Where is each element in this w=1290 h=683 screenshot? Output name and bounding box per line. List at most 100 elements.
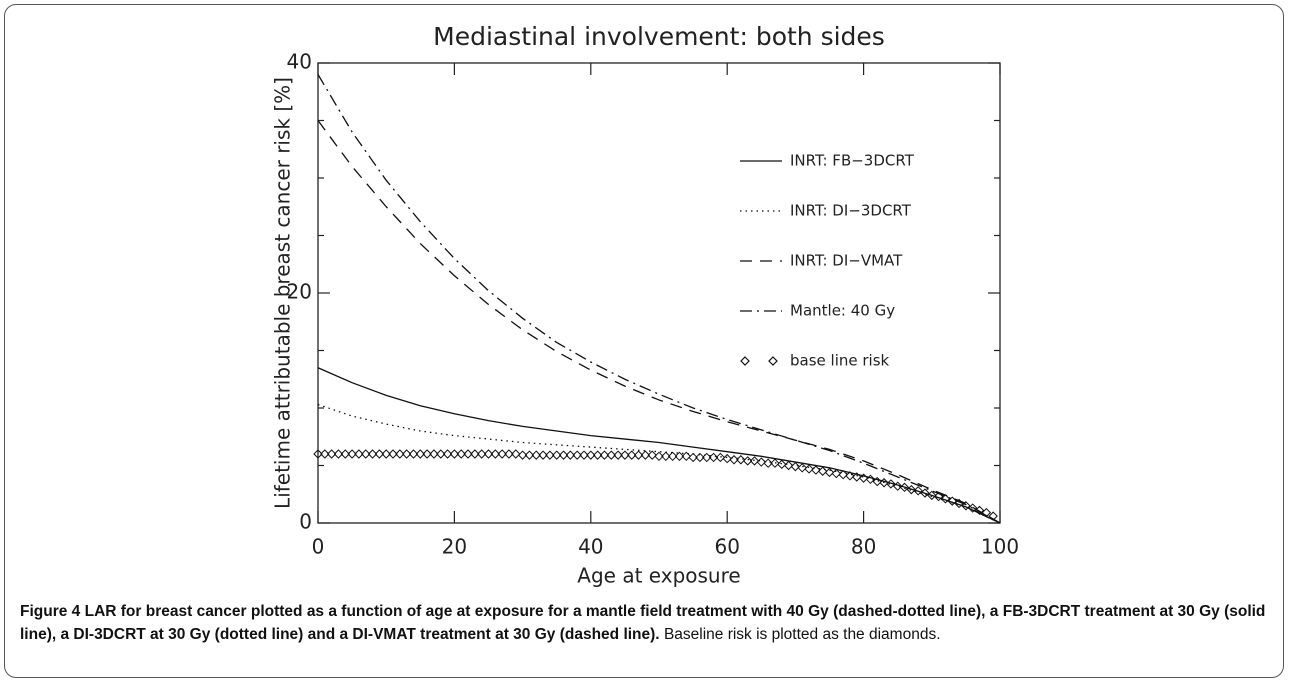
diamond-marker [667,451,678,462]
diamond-marker [347,449,357,459]
diamond-marker [401,449,412,459]
diamond-marker [763,458,773,468]
diamond-marker [947,496,957,506]
diamond-marker [913,486,923,496]
diamond-marker [633,450,644,460]
diamond-marker [592,450,603,460]
x-axis-label: Age at exposure [577,564,740,588]
diamond-marker [422,449,432,459]
y-tick-label: 20 [287,280,312,304]
x-tick-label: 100 [981,535,1019,559]
diamond-marker [756,457,767,467]
legend-label: INRT: DI−VMAT [790,252,903,270]
diamond-marker [340,449,350,459]
diamond-marker [627,450,637,460]
diamond-marker [497,449,507,459]
legend-label: INRT: FB−3DCRT [790,152,915,170]
caption-label: Figure 4 [20,603,81,620]
legend-marker [740,356,778,366]
diamond-marker [954,498,964,509]
diamond-marker [838,469,848,480]
line-series [317,403,1001,524]
diamond-marker [408,449,419,459]
diamond-marker [817,466,828,476]
diamond-marker [974,505,985,516]
line-series [317,74,1001,524]
diamond-marker [688,452,698,463]
diamond-marker [661,451,671,462]
diamond-marker [579,450,589,460]
diamond-marker [354,449,364,459]
diamond-marker [811,465,821,475]
diamond-marker [988,511,998,521]
diamond-marker [681,451,691,462]
diamond-marker [865,474,876,485]
diamond-marker [708,452,719,463]
diamond-marker [879,478,889,488]
diamond-marker [981,507,992,518]
diamond-marker [429,449,439,459]
diamond-marker [565,450,576,460]
x-tick-label: 20 [442,535,467,559]
diamond-marker [320,449,330,459]
diamond-marker [968,503,978,513]
diamond-marker [620,450,630,460]
diamond-marker [790,461,801,472]
diamond-marker [517,450,528,460]
diamond-marker [899,482,910,493]
diamond-marker [313,449,323,459]
diamond-marker [586,450,596,460]
diamond-marker [674,451,685,462]
diamond-marker [702,452,712,463]
diamond-marker [886,479,896,489]
diamond-marker [940,494,951,504]
legend-label: INRT: DI−3DCRT [790,202,912,220]
diamond-marker [933,491,944,502]
diamond-marker [852,472,862,482]
chart: Mediastinal involvement: both sides Age … [271,22,1020,588]
diamond-marker [381,449,391,459]
diamond-marker [770,458,780,468]
x-tick-label: 60 [714,535,739,559]
diamond-marker [504,449,514,459]
diamond-marker [613,450,623,460]
diamond-marker [463,449,473,459]
diamond-marker [326,449,337,459]
diamond-marker [783,460,794,471]
diamond-marker [531,450,541,460]
caption-title: LAR for breast cancer plotted as a funct… [20,603,1266,643]
diamond-marker [538,450,548,460]
line-series [317,367,1001,524]
diamond-marker [490,449,501,459]
caption-text: Baseline risk is plotted as the diamonds… [663,625,941,643]
diamond-marker [647,450,657,460]
diamond-marker [892,481,903,491]
diamond-marker [524,450,535,460]
diamond-marker [736,455,746,465]
diamond-marker [436,449,446,459]
diamond-marker [606,450,616,460]
chart-title: Mediastinal involvement: both sides [433,22,885,51]
diamond-marker [415,449,426,459]
diamond-marker [729,455,739,465]
diamond-marker [824,467,835,478]
legend-label: Mantle: 40 Gy [790,302,895,320]
diamond-marker [395,449,405,459]
diamond-marker [831,468,842,479]
diamond-marker [476,449,487,459]
diamond-marker [749,456,760,466]
y-tick-label: 40 [287,50,312,74]
diamond-marker [572,450,582,460]
diamond-marker [511,449,521,459]
y-tick-label: 0 [299,510,312,534]
caption: Figure 4 LAR for breast cancer plotted a… [20,601,1270,646]
diamond-marker [483,449,494,459]
x-tick-label: 0 [312,535,325,559]
diamond-marker [470,449,480,459]
diamond-marker [858,473,869,483]
diamond-marker [845,471,855,481]
plot-frame [317,62,1001,524]
diamond-marker [361,449,371,459]
diamond-marker [777,459,787,470]
